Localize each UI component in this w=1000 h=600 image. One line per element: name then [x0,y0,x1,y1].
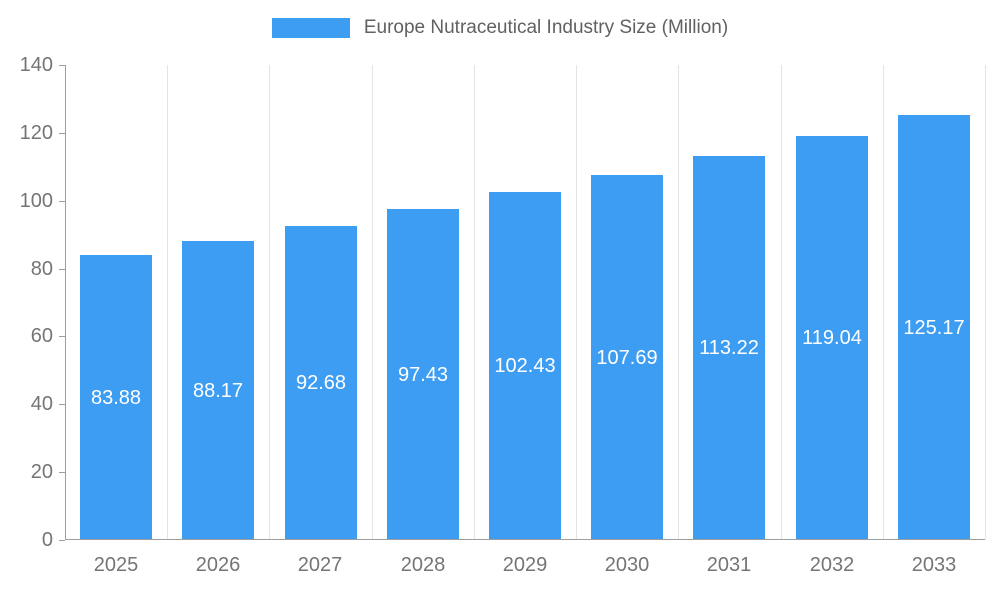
vertical-gridline [576,65,577,540]
y-axis-tick [59,201,65,202]
bar [182,241,254,540]
y-axis-tick [59,65,65,66]
bar-value-label: 92.68 [295,372,347,394]
bar-value-label: 107.69 [596,347,658,369]
bar-value-label: 97.43 [397,364,449,386]
bar-value-label: 88.17 [192,380,244,402]
y-axis-tick-label: 100 [19,190,53,212]
vertical-gridline [678,65,679,540]
bar-value-label: 125.17 [903,317,965,339]
bar [285,226,357,540]
x-axis-tick-label: 2027 [297,554,343,576]
chart-title: Europe Nutraceutical Industry Size (Mill… [363,17,729,38]
x-axis-tick-label: 2025 [93,554,139,576]
legend-swatch [271,18,350,38]
x-axis-tick-label: 2032 [809,554,855,576]
x-axis-tick-label: 2026 [195,554,241,576]
bar [489,192,561,540]
y-axis-tick [59,336,65,337]
bar-value-label: 119.04 [802,327,862,349]
y-axis-tick-label: 60 [30,325,53,347]
x-axis-tick-label: 2030 [604,554,650,576]
bar [693,156,765,540]
y-axis-tick-label: 20 [30,461,53,483]
x-axis-tick-label: 2028 [400,554,446,576]
vertical-gridline [985,65,986,540]
y-axis-tick [59,404,65,405]
y-axis-tick-label: 80 [30,258,53,280]
x-axis-tick-label: 2031 [706,554,752,576]
vertical-gridline [883,65,884,540]
y-axis-tick-label: 140 [19,54,53,76]
legend: Europe Nutraceutical Industry Size (Mill… [0,17,1000,39]
x-axis-tick-label: 2029 [502,554,548,576]
vertical-gridline [474,65,475,540]
bar-value-label: 83.88 [90,387,142,409]
bar-value-label: 113.22 [699,337,759,359]
y-axis-line [65,65,66,540]
y-axis-tick [59,540,65,541]
bar [898,115,970,540]
x-axis-tick-label: 2033 [911,554,957,576]
bar-value-label: 102.43 [494,355,556,377]
y-axis-tick-label: 120 [19,122,53,144]
bar [591,175,663,540]
vertical-gridline [781,65,782,540]
x-axis-line [65,539,985,540]
bar [387,209,459,540]
y-axis-tick [59,269,65,270]
y-axis-tick-label: 40 [30,393,53,415]
y-axis-tick [59,472,65,473]
plot-area: 0 20 40 60 80 100 120 140 83.88 2025 88.17 2026 92.6… [20,54,986,576]
vertical-gridline [372,65,373,540]
vertical-gridline [269,65,270,540]
y-axis-tick [59,133,65,134]
bar [796,136,868,540]
vertical-gridline [167,65,168,540]
y-axis-tick-label: 0 [41,529,53,551]
bar [80,255,152,540]
